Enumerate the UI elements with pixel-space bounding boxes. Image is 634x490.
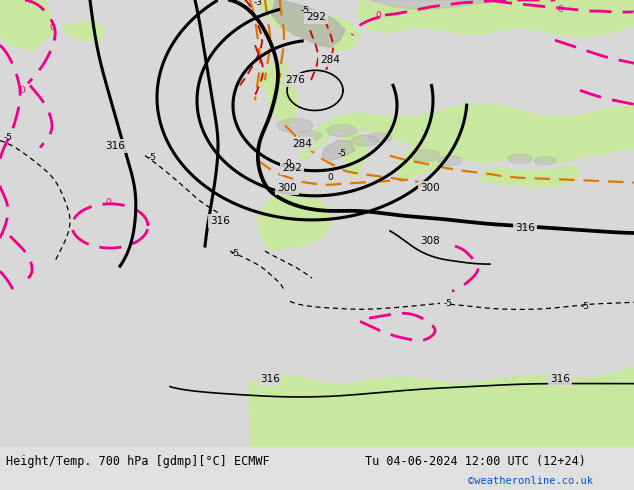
Polygon shape bbox=[368, 133, 392, 143]
Polygon shape bbox=[0, 0, 55, 50]
Text: 276: 276 bbox=[285, 75, 305, 85]
Polygon shape bbox=[272, 0, 345, 47]
Polygon shape bbox=[410, 149, 440, 162]
Text: 300: 300 bbox=[420, 183, 440, 193]
Text: 0: 0 bbox=[557, 4, 563, 14]
Text: 0: 0 bbox=[49, 23, 55, 32]
Text: 0: 0 bbox=[327, 173, 333, 182]
Polygon shape bbox=[438, 156, 462, 166]
Text: -5: -5 bbox=[231, 248, 240, 258]
Text: Height/Temp. 700 hPa [gdmp][°C] ECMWF: Height/Temp. 700 hPa [gdmp][°C] ECMWF bbox=[6, 455, 269, 468]
Text: 316: 316 bbox=[105, 141, 125, 150]
Polygon shape bbox=[352, 135, 378, 146]
Text: -5: -5 bbox=[301, 5, 309, 15]
Text: Tu 04-06-2024 12:00 UTC (12+24): Tu 04-06-2024 12:00 UTC (12+24) bbox=[365, 455, 586, 468]
Text: -5: -5 bbox=[337, 149, 347, 158]
Text: 0: 0 bbox=[375, 11, 381, 20]
Polygon shape bbox=[327, 124, 357, 137]
Polygon shape bbox=[0, 447, 634, 490]
Polygon shape bbox=[298, 131, 322, 140]
Polygon shape bbox=[0, 0, 634, 447]
Text: 300: 300 bbox=[277, 183, 297, 193]
Text: 316: 316 bbox=[210, 216, 230, 226]
Text: 0: 0 bbox=[285, 159, 291, 168]
Text: 308: 308 bbox=[420, 236, 440, 246]
Polygon shape bbox=[265, 60, 298, 125]
Text: 316: 316 bbox=[515, 223, 535, 233]
Text: 284: 284 bbox=[292, 139, 312, 148]
Polygon shape bbox=[260, 0, 360, 50]
Polygon shape bbox=[508, 154, 532, 164]
Polygon shape bbox=[480, 166, 580, 188]
Polygon shape bbox=[258, 191, 330, 251]
Polygon shape bbox=[248, 367, 634, 447]
Polygon shape bbox=[342, 130, 368, 178]
Polygon shape bbox=[398, 141, 445, 181]
Polygon shape bbox=[322, 141, 355, 161]
Polygon shape bbox=[534, 156, 555, 165]
Polygon shape bbox=[300, 103, 634, 166]
Polygon shape bbox=[370, 0, 500, 10]
Polygon shape bbox=[65, 20, 105, 40]
Text: -3: -3 bbox=[254, 0, 262, 6]
Text: -5: -5 bbox=[4, 133, 13, 142]
Polygon shape bbox=[260, 65, 282, 90]
Text: -5: -5 bbox=[444, 299, 453, 308]
Text: 292: 292 bbox=[306, 12, 326, 22]
Text: ©weatheronline.co.uk: ©weatheronline.co.uk bbox=[468, 476, 593, 486]
Text: 316: 316 bbox=[550, 373, 570, 384]
Polygon shape bbox=[277, 118, 313, 133]
Text: 0: 0 bbox=[105, 198, 111, 207]
Text: 292: 292 bbox=[282, 163, 302, 172]
Polygon shape bbox=[358, 0, 634, 37]
Text: 0: 0 bbox=[19, 86, 25, 95]
Text: -5: -5 bbox=[581, 302, 590, 311]
Text: 316: 316 bbox=[260, 373, 280, 384]
Text: 284: 284 bbox=[320, 55, 340, 65]
Text: -5: -5 bbox=[148, 153, 157, 162]
